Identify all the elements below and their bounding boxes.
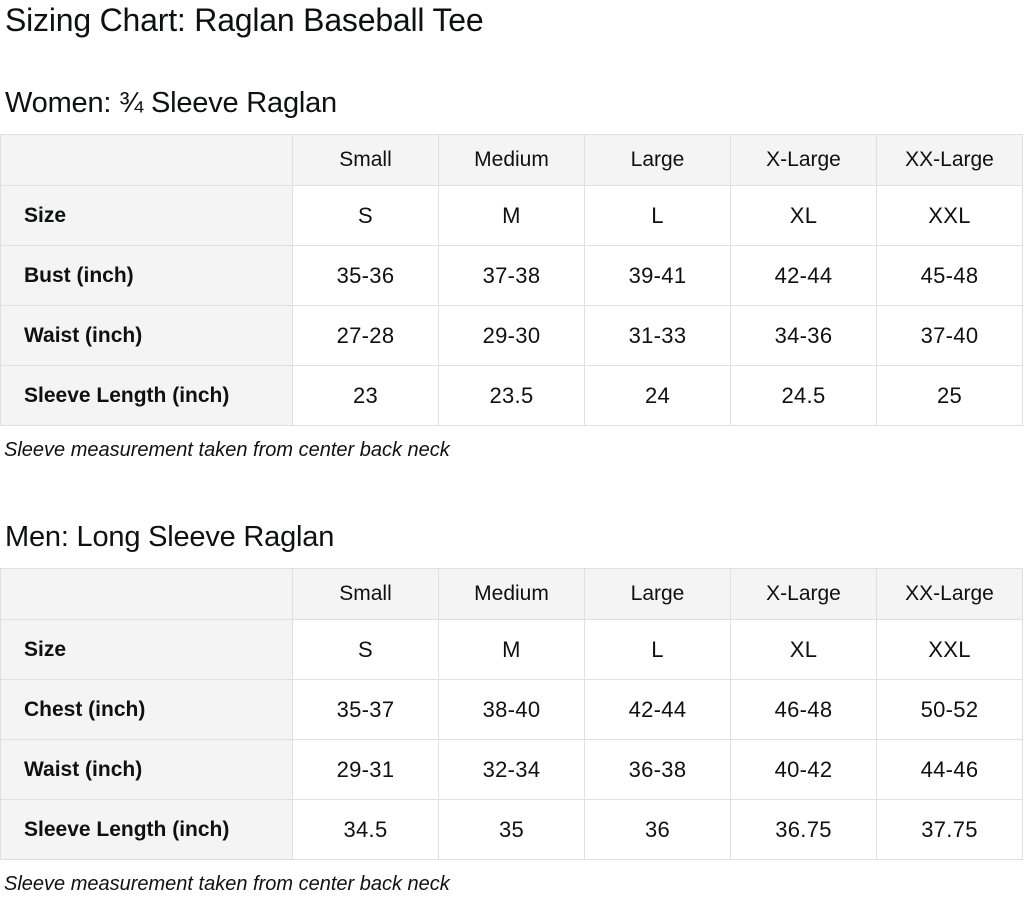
- sleeve-measurement-note-men: Sleeve measurement taken from center bac…: [4, 873, 450, 895]
- table-cell: 35-36: [292, 245, 439, 306]
- table-cell: 44-46: [876, 739, 1023, 800]
- table-corner-cell: [0, 568, 293, 620]
- table-cell: 24: [584, 365, 731, 426]
- table-cell: 36.75: [730, 799, 877, 860]
- column-header-small: Small: [292, 134, 439, 186]
- table-cell: 37.75: [876, 799, 1023, 860]
- column-header-x-large: X-Large: [730, 568, 877, 620]
- column-header-x-large: X-Large: [730, 134, 877, 186]
- table-cell: XXL: [876, 619, 1023, 680]
- table-cell: XXL: [876, 185, 1023, 246]
- section-heading-men: Men: Long Sleeve Raglan: [5, 521, 335, 553]
- table-row-sleeve-length: Sleeve Length (inch) 23 23.5 24 24.5 25: [0, 365, 1023, 426]
- table-cell: 42-44: [730, 245, 877, 306]
- table-header-row: Small Medium Large X-Large XX-Large: [0, 134, 1023, 186]
- column-header-xx-large: XX-Large: [876, 134, 1023, 186]
- table-cell: 35: [438, 799, 585, 860]
- row-label: Waist (inch): [0, 739, 293, 800]
- row-label: Chest (inch): [0, 679, 293, 740]
- row-label: Size: [0, 185, 293, 246]
- table-cell: M: [438, 185, 585, 246]
- column-header-medium: Medium: [438, 568, 585, 620]
- table-cell: 40-42: [730, 739, 877, 800]
- table-cell: 32-34: [438, 739, 585, 800]
- table-row-sleeve-length: Sleeve Length (inch) 34.5 35 36 36.75 37…: [0, 799, 1023, 860]
- table-cell: 23: [292, 365, 439, 426]
- table-cell: 42-44: [584, 679, 731, 740]
- column-header-large: Large: [584, 568, 731, 620]
- table-row-waist: Waist (inch) 27-28 29-30 31-33 34-36 37-…: [0, 305, 1023, 366]
- table-cell: 29-31: [292, 739, 439, 800]
- table-cell: 38-40: [438, 679, 585, 740]
- row-label: Bust (inch): [0, 245, 293, 306]
- table-cell: 34-36: [730, 305, 877, 366]
- table-cell: 36: [584, 799, 731, 860]
- table-cell: 31-33: [584, 305, 731, 366]
- table-cell: 37-40: [876, 305, 1023, 366]
- table-cell: L: [584, 185, 731, 246]
- column-header-small: Small: [292, 568, 439, 620]
- table-row-waist: Waist (inch) 29-31 32-34 36-38 40-42 44-…: [0, 739, 1023, 800]
- table-cell: S: [292, 619, 439, 680]
- table-cell: S: [292, 185, 439, 246]
- table-cell: 25: [876, 365, 1023, 426]
- table-cell: M: [438, 619, 585, 680]
- row-label: Size: [0, 619, 293, 680]
- table-row-size: Size S M L XL XXL: [0, 619, 1023, 680]
- column-header-large: Large: [584, 134, 731, 186]
- table-cell: XL: [730, 619, 877, 680]
- table-cell: L: [584, 619, 731, 680]
- table-cell: 35-37: [292, 679, 439, 740]
- table-cell: 39-41: [584, 245, 731, 306]
- table-row-bust: Bust (inch) 35-36 37-38 39-41 42-44 45-4…: [0, 245, 1023, 306]
- column-header-xx-large: XX-Large: [876, 568, 1023, 620]
- page-title: Sizing Chart: Raglan Baseball Tee: [5, 2, 484, 38]
- women-size-table: Small Medium Large X-Large XX-Large Size…: [0, 134, 1023, 426]
- table-cell: 34.5: [292, 799, 439, 860]
- table-cell: 50-52: [876, 679, 1023, 740]
- table-cell: 46-48: [730, 679, 877, 740]
- table-cell: 24.5: [730, 365, 877, 426]
- table-row-size: Size S M L XL XXL: [0, 185, 1023, 246]
- table-cell: 36-38: [584, 739, 731, 800]
- table-cell: 23.5: [438, 365, 585, 426]
- column-header-medium: Medium: [438, 134, 585, 186]
- row-label: Sleeve Length (inch): [0, 799, 293, 860]
- section-heading-women: Women: ¾ Sleeve Raglan: [5, 87, 337, 119]
- table-cell: 27-28: [292, 305, 439, 366]
- table-header-row: Small Medium Large X-Large XX-Large: [0, 568, 1023, 620]
- row-label: Waist (inch): [0, 305, 293, 366]
- table-row-chest: Chest (inch) 35-37 38-40 42-44 46-48 50-…: [0, 679, 1023, 740]
- table-cell: XL: [730, 185, 877, 246]
- row-label: Sleeve Length (inch): [0, 365, 293, 426]
- table-cell: 29-30: [438, 305, 585, 366]
- table-corner-cell: [0, 134, 293, 186]
- sleeve-measurement-note-women: Sleeve measurement taken from center bac…: [4, 439, 450, 461]
- men-size-table: Small Medium Large X-Large XX-Large Size…: [0, 568, 1023, 860]
- table-cell: 37-38: [438, 245, 585, 306]
- table-cell: 45-48: [876, 245, 1023, 306]
